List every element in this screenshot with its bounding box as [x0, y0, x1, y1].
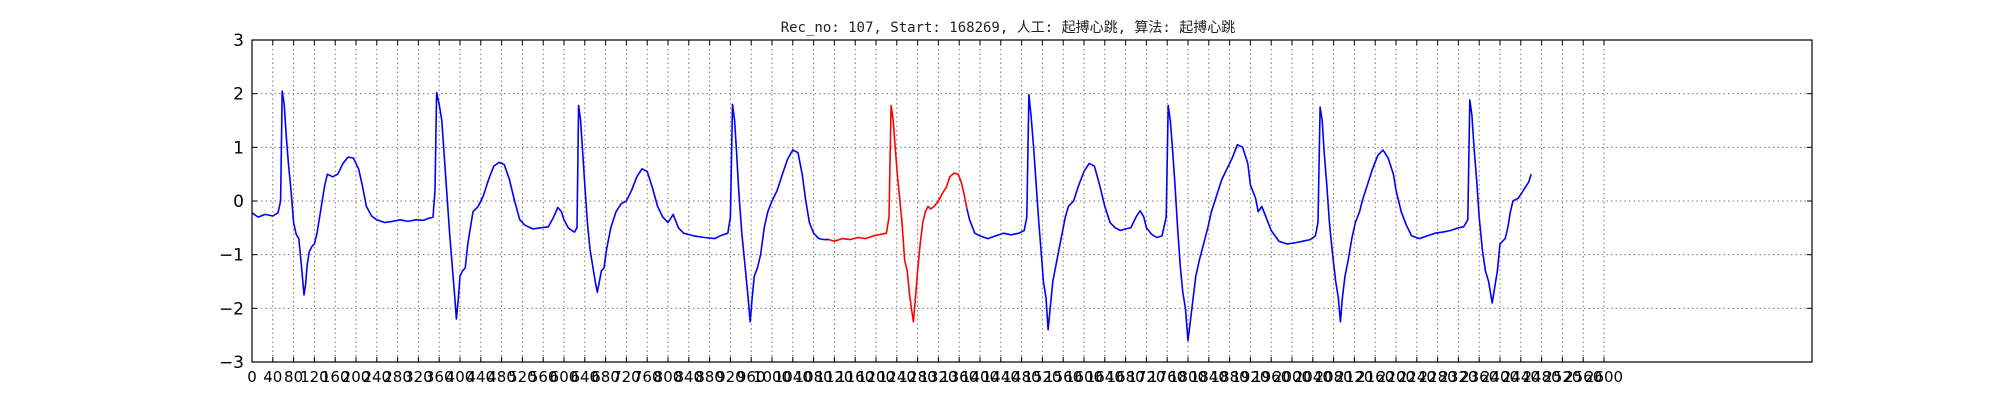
x-tick-label: 1880: [1211, 368, 1249, 386]
x-tick-label: 1280: [899, 368, 937, 386]
x-tick-label: 40: [263, 368, 282, 386]
x-tick-label: 1240: [878, 368, 916, 386]
x-tick-label: 840: [674, 368, 703, 386]
x-tick-label: 1560: [1044, 368, 1082, 386]
x-tick-label: 1320: [919, 368, 957, 386]
x-tick-label: 600: [550, 368, 579, 386]
x-tick-label: 960: [737, 368, 766, 386]
x-tick-label: 2400: [1481, 368, 1519, 386]
x-tick-label: 720: [612, 368, 641, 386]
x-tick-label: 1520: [1023, 368, 1061, 386]
x-tick-label: 800: [654, 368, 683, 386]
x-tick-label: 920: [716, 368, 745, 386]
x-tick-label: 160: [321, 368, 350, 386]
x-tick-label: 1960: [1252, 368, 1290, 386]
x-tick-label: 1680: [1107, 368, 1145, 386]
x-tick-label: 1800: [1169, 368, 1207, 386]
x-tick-label: 360: [425, 368, 454, 386]
x-tick-label: 1760: [1148, 368, 1186, 386]
x-tick-label: 1080: [795, 368, 833, 386]
x-tick-label: 1360: [940, 368, 978, 386]
x-tick-label: 2320: [1439, 368, 1477, 386]
y-tick-label: 0: [233, 192, 244, 212]
x-tick-label: 200: [342, 368, 371, 386]
x-tick-label: 280: [383, 368, 412, 386]
y-tick-label: −2: [219, 299, 244, 319]
x-tick-label: 80: [284, 368, 303, 386]
x-tick-label: 760: [633, 368, 662, 386]
x-tick-label: 1120: [815, 368, 853, 386]
x-tick-label: 2560: [1564, 368, 1602, 386]
x-tick-label: 1000: [753, 368, 791, 386]
series-line-1: [251, 90, 830, 323]
y-tick-label: 1: [233, 138, 244, 158]
x-tick-label: 440: [466, 368, 495, 386]
chart-title: Rec_no: 107, Start: 168269, 人工: 起搏心跳, 算法…: [781, 19, 1236, 36]
y-tick-label: 3: [233, 31, 244, 51]
x-tick-label: 1200: [857, 368, 895, 386]
x-tick-label: 2240: [1398, 368, 1436, 386]
y-axis: 3 2 1 0 −1 −2 −3: [219, 31, 1812, 373]
x-tick-label: 520: [508, 368, 537, 386]
x-tick-label: 680: [591, 368, 620, 386]
x-tick-label: 2600: [1585, 368, 1623, 386]
x-tick-label: 2360: [1460, 368, 1498, 386]
x-tick-label: 2440: [1502, 368, 1540, 386]
x-tick-label: 640: [570, 368, 599, 386]
y-tick-label: −3: [219, 353, 244, 373]
x-tick-label: 880: [695, 368, 724, 386]
x-tick-label: 2200: [1377, 368, 1415, 386]
x-tick-label: 2280: [1419, 368, 1457, 386]
x-tick-label: 2000: [1273, 368, 1311, 386]
x-axis: 0 40 8012016020024028032036040044048052056…: [247, 40, 1623, 386]
x-tick-label: 2120: [1335, 368, 1373, 386]
x-tick-label: 1160: [836, 368, 874, 386]
series-line-2: [828, 104, 968, 323]
x-tick-label: 1640: [1086, 368, 1124, 386]
x-tick-label: 1040: [774, 368, 812, 386]
chart-series: [251, 90, 1532, 342]
x-tick-label: 560: [529, 368, 558, 386]
x-tick-label: 1720: [1127, 368, 1165, 386]
series-line-3: [966, 93, 1532, 342]
x-tick-label: 2520: [1543, 368, 1581, 386]
x-tick-label: 1600: [1065, 368, 1103, 386]
x-tick-label: 240: [362, 368, 391, 386]
x-tick-label: 120: [300, 368, 329, 386]
x-tick-label: 1480: [1003, 368, 1041, 386]
x-tick-label: 0: [247, 368, 257, 386]
x-tick-label: 480: [487, 368, 516, 386]
y-tick-label: −1: [219, 246, 244, 266]
x-tick-label: 2080: [1315, 368, 1353, 386]
x-tick-label: 2040: [1294, 368, 1332, 386]
x-tick-label: 2160: [1356, 368, 1394, 386]
x-tick-label: 1440: [982, 368, 1020, 386]
x-tick-label: 2480: [1523, 368, 1561, 386]
x-tick-label: 1400: [961, 368, 999, 386]
x-tick-label: 1840: [1190, 368, 1228, 386]
x-tick-label: 320: [404, 368, 433, 386]
x-tick-label: 400: [446, 368, 475, 386]
y-tick-label: 2: [233, 85, 244, 105]
x-tick-label: 1920: [1231, 368, 1269, 386]
chart-grid: [251, 39, 1812, 363]
